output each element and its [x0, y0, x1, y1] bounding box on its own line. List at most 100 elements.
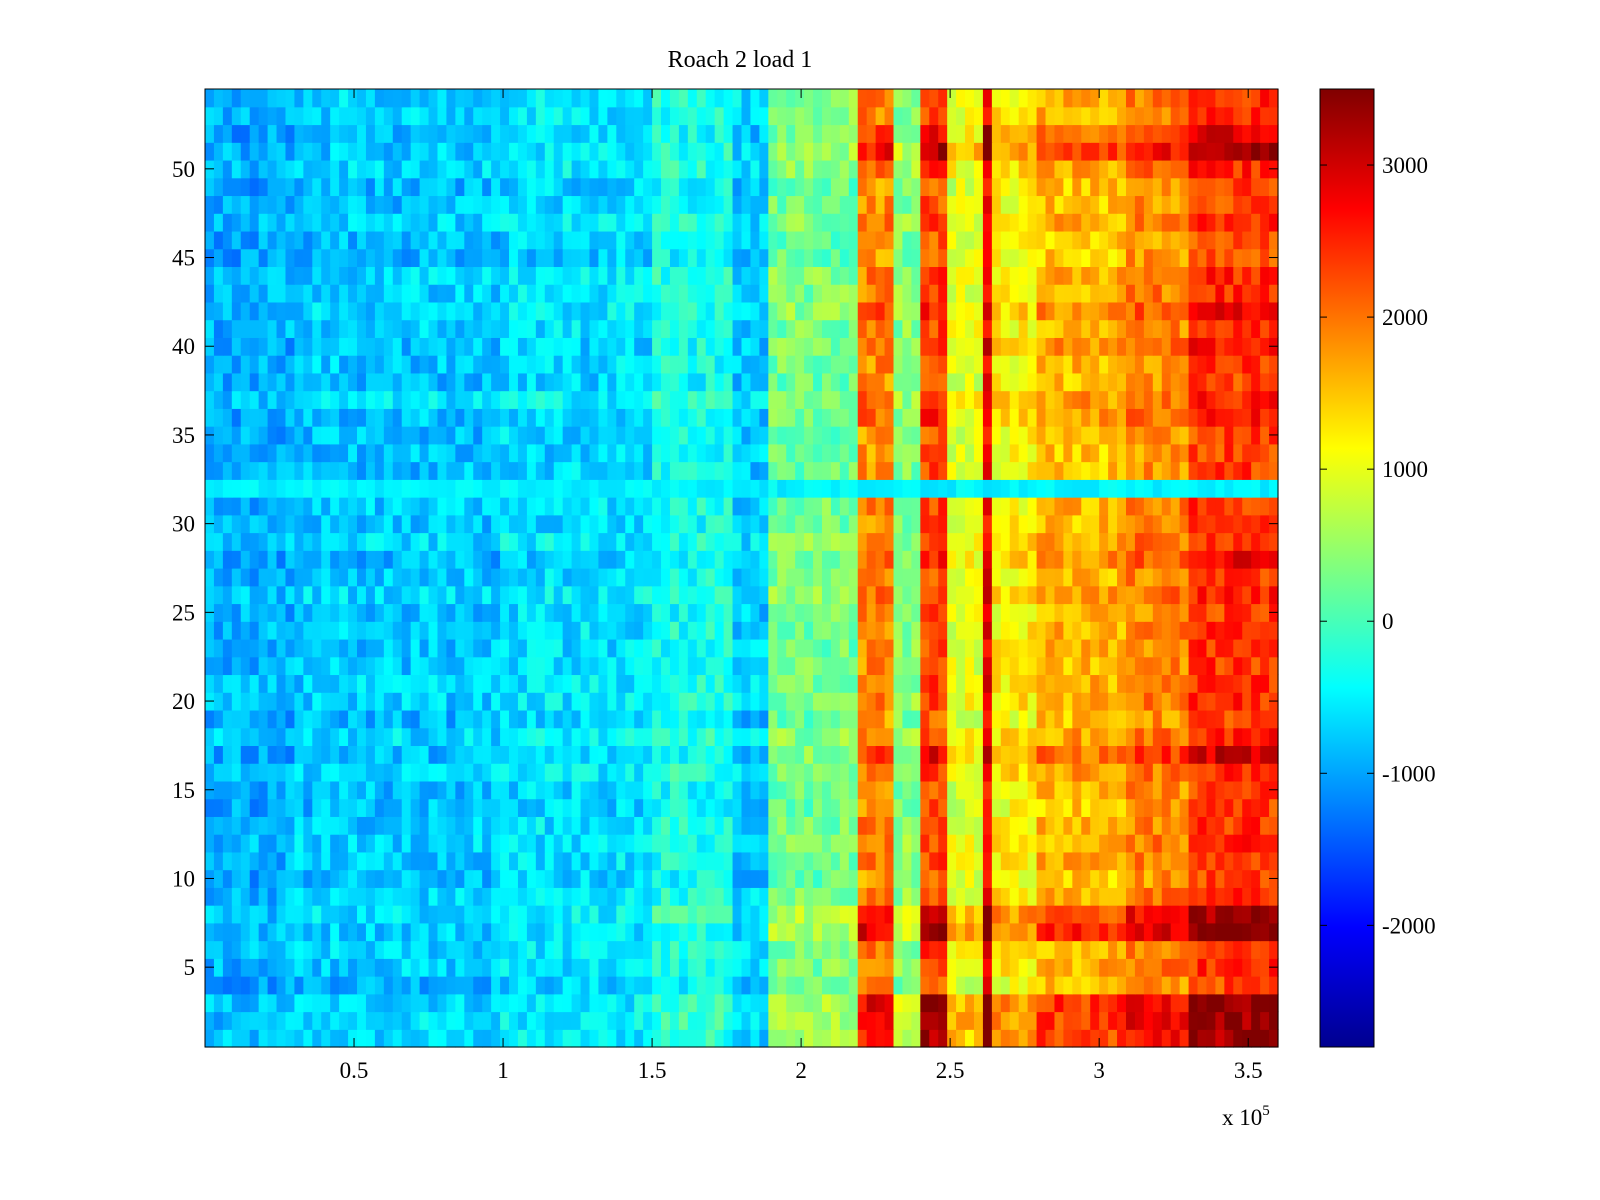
- heatmap-cell: [419, 656, 430, 676]
- heatmap-cell: [1117, 1011, 1127, 1030]
- heatmap-cell: [589, 497, 600, 516]
- heatmap-cell: [741, 887, 752, 906]
- heatmap-cell: [795, 816, 805, 835]
- heatmap-cell: [973, 355, 984, 374]
- heatmap-cell: [553, 514, 564, 534]
- heatmap-cell: [598, 816, 608, 835]
- heatmap-cell: [813, 337, 823, 356]
- heatmap-cell: [1170, 390, 1181, 409]
- heatmap-cell: [1170, 408, 1181, 427]
- heatmap-cell: [446, 319, 456, 338]
- heatmap-cell: [643, 514, 653, 534]
- heatmap-cell: [857, 621, 868, 640]
- heatmap-cell: [875, 532, 886, 551]
- heatmap-cell: [589, 958, 600, 977]
- heatmap-cell: [1170, 514, 1181, 534]
- heatmap-cell: [598, 479, 608, 498]
- heatmap-cell: [1242, 745, 1252, 764]
- heatmap-cell: [1233, 958, 1243, 977]
- heatmap-cell: [991, 745, 1002, 764]
- heatmap-cell: [777, 1011, 787, 1030]
- heatmap-cell: [723, 656, 734, 676]
- heatmap-cell: [1009, 355, 1020, 374]
- heatmap-cell: [777, 869, 787, 888]
- heatmap-cell: [231, 638, 242, 658]
- heatmap-cell: [965, 1029, 975, 1048]
- heatmap-cell: [965, 798, 975, 817]
- heatmap-cell: [920, 461, 930, 480]
- heatmap-cell: [1018, 603, 1029, 622]
- heatmap-cell: [321, 834, 331, 853]
- heatmap-cell: [1099, 727, 1109, 747]
- heatmap-cell: [795, 638, 805, 658]
- heatmap-cell: [866, 887, 877, 906]
- heatmap-cell: [759, 550, 769, 569]
- heatmap-cell: [634, 780, 644, 800]
- heatmap-cell: [965, 585, 975, 605]
- heatmap-cell: [804, 780, 814, 800]
- heatmap-cell: [464, 958, 474, 977]
- heatmap-cell: [777, 656, 787, 676]
- heatmap-cell: [956, 976, 966, 995]
- heatmap-cell: [1090, 780, 1100, 800]
- heatmap-cell: [786, 976, 796, 995]
- heatmap-cell: [258, 958, 269, 977]
- heatmap-cell: [428, 727, 439, 747]
- heatmap-cell: [920, 763, 930, 782]
- heatmap-cell: [1260, 1011, 1270, 1030]
- heatmap-cell: [643, 1029, 653, 1048]
- heatmap-cell: [517, 674, 528, 693]
- heatmap-cell: [652, 372, 662, 392]
- heatmap-cell: [1009, 337, 1020, 356]
- heatmap-cell: [1054, 603, 1064, 622]
- heatmap-cell: [509, 745, 519, 764]
- heatmap-cell: [1206, 355, 1217, 374]
- heatmap-cell: [866, 390, 877, 409]
- heatmap-cell: [374, 709, 385, 729]
- heatmap-cell: [455, 709, 465, 729]
- heatmap-cell: [1179, 514, 1190, 534]
- heatmap-cell: [357, 851, 367, 871]
- heatmap-cell: [661, 408, 671, 427]
- heatmap-cell: [1134, 585, 1145, 605]
- heatmap-cell: [1099, 763, 1109, 782]
- heatmap-cell: [1018, 1029, 1029, 1048]
- heatmap-cell: [1152, 443, 1163, 463]
- heatmap-cell: [321, 621, 331, 640]
- heatmap-cell: [213, 922, 224, 942]
- heatmap-cell: [732, 727, 743, 747]
- heatmap-cell: [1108, 585, 1118, 605]
- heatmap-cell: [956, 461, 966, 480]
- heatmap-cell: [813, 905, 823, 924]
- heatmap-cell: [526, 656, 537, 676]
- heatmap-cell: [920, 922, 930, 942]
- heatmap-cell: [741, 390, 752, 409]
- heatmap-cell: [553, 727, 564, 747]
- heatmap-cell: [249, 869, 260, 888]
- heatmap-cell: [777, 851, 787, 871]
- heatmap-cell: [956, 638, 966, 658]
- heatmap-cell: [455, 638, 465, 658]
- heatmap-cell: [687, 976, 698, 995]
- heatmap-cell: [723, 568, 734, 587]
- heatmap-cell: [365, 709, 376, 729]
- heatmap-cell: [884, 905, 895, 924]
- heatmap-cell: [553, 603, 564, 622]
- heatmap-cell: [750, 426, 760, 445]
- heatmap-cell: [1027, 1011, 1038, 1030]
- heatmap-cell: [258, 319, 269, 338]
- heatmap-cell: [231, 816, 242, 835]
- heatmap-cell: [580, 568, 591, 587]
- heatmap-cell: [267, 390, 278, 409]
- heatmap-cell: [866, 674, 877, 693]
- heatmap-cell: [750, 514, 760, 534]
- heatmap-cell: [1188, 656, 1199, 676]
- heatmap-cell: [616, 763, 626, 782]
- heatmap-cell: [866, 763, 877, 782]
- heatmap-cell: [1117, 869, 1127, 888]
- heatmap-cell: [947, 1011, 957, 1030]
- heatmap-cell: [1179, 834, 1190, 853]
- heatmap-cell: [589, 390, 600, 409]
- heatmap-cell: [392, 638, 403, 658]
- heatmap-cell: [1179, 479, 1190, 498]
